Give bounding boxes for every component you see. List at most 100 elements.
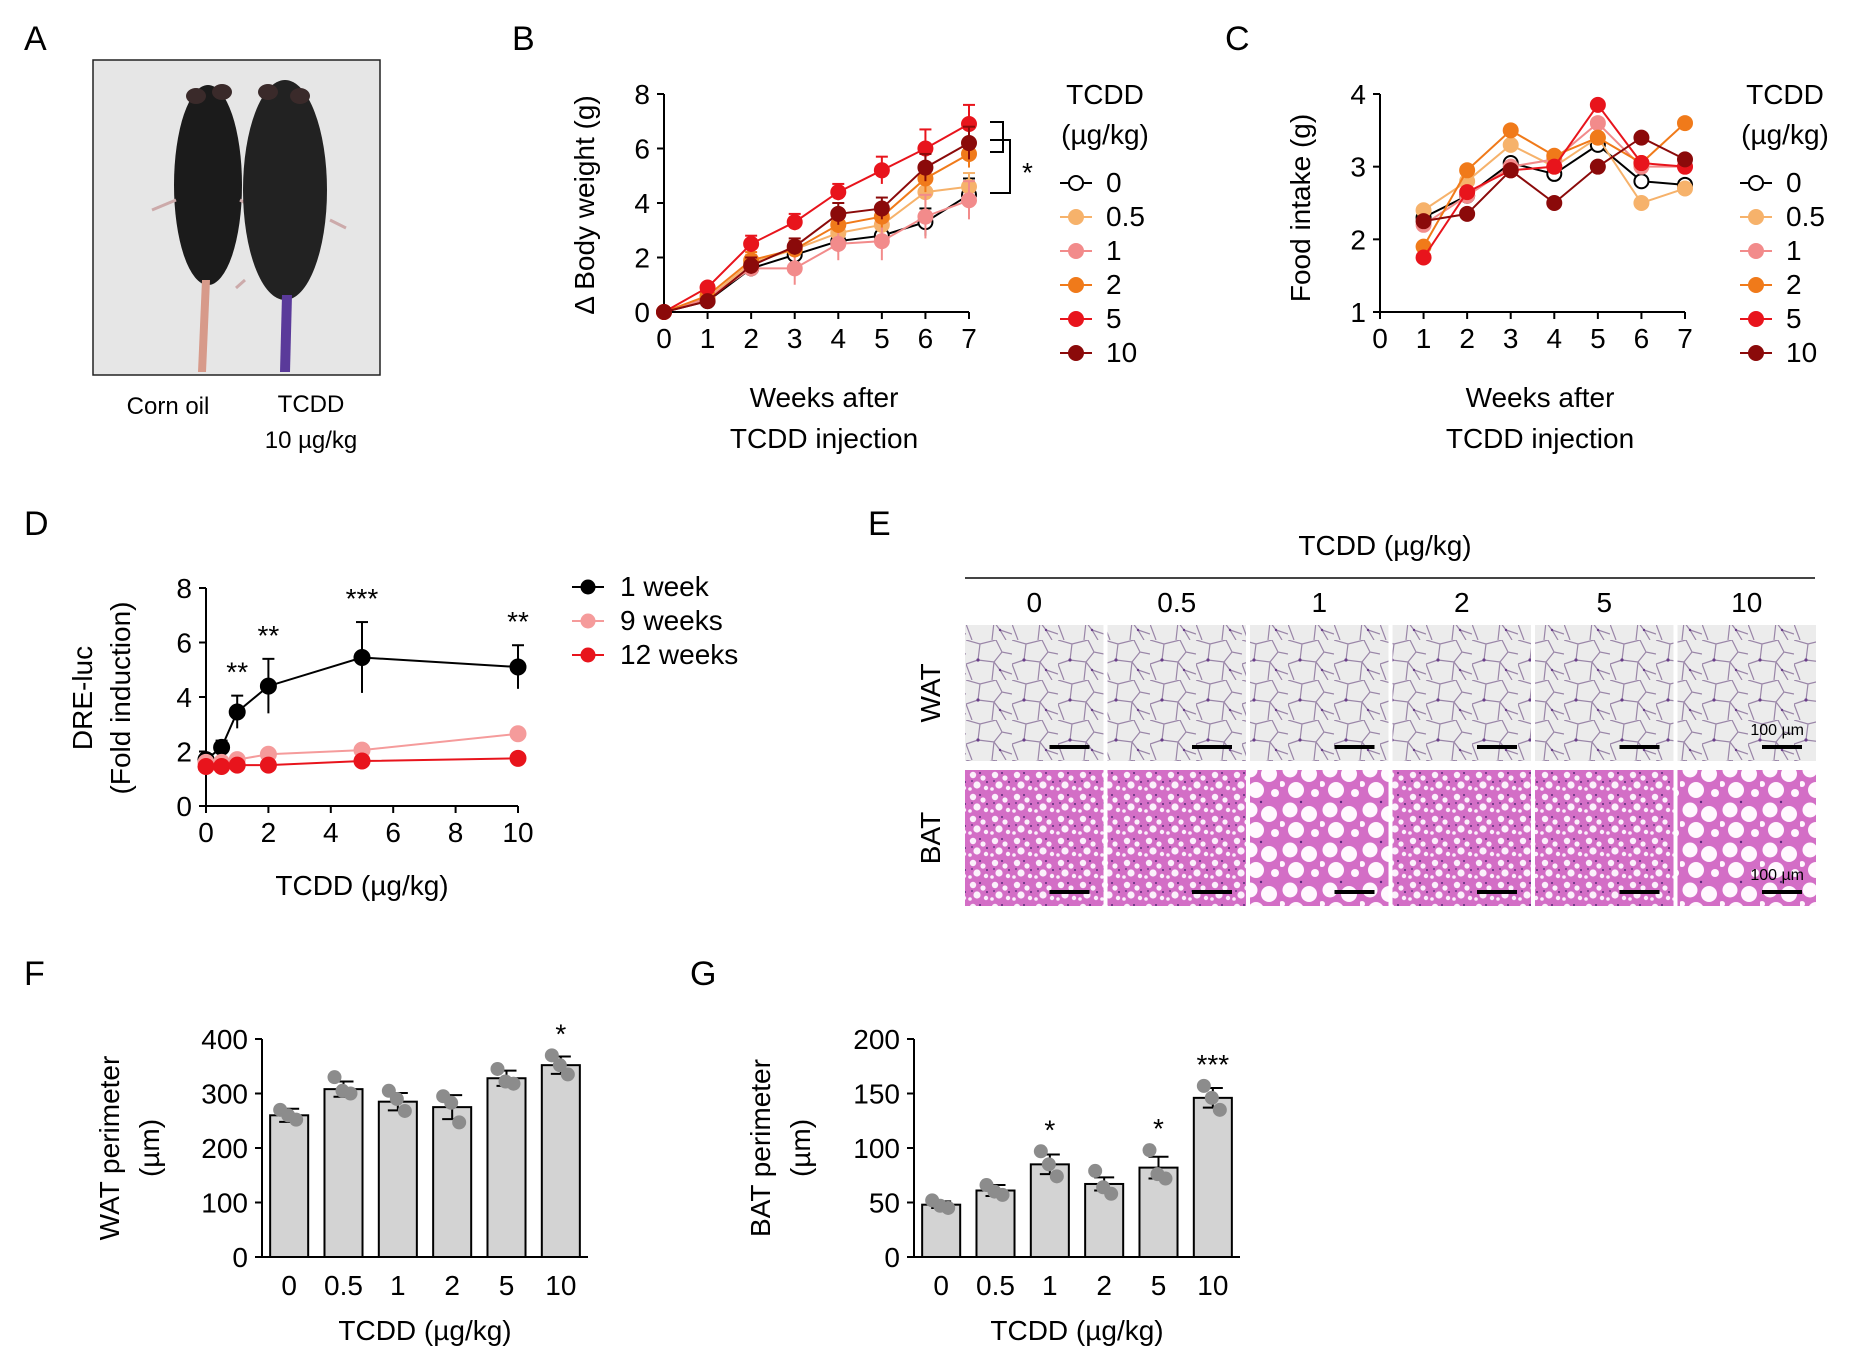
data-point	[1677, 180, 1693, 197]
legend-marker	[580, 647, 596, 663]
column-label-5: 5	[1596, 587, 1612, 618]
significance-marker: *	[1044, 1114, 1055, 1145]
y-tick-label: 2	[1350, 224, 1366, 255]
x-tick-label: 5	[1590, 323, 1606, 354]
x-tick-label: 10	[1197, 1270, 1228, 1301]
individual-point	[281, 1108, 296, 1123]
data-point	[1459, 205, 1476, 222]
data-point	[1546, 195, 1563, 211]
x-tick-label: 10	[502, 817, 533, 848]
data-point	[873, 200, 890, 217]
legend-label-4: 5	[1106, 303, 1122, 334]
individual-point	[444, 1095, 459, 1110]
y-tick-label: 0	[634, 297, 650, 328]
legend-marker	[1748, 277, 1764, 293]
individual-point	[490, 1061, 505, 1076]
data-point	[228, 756, 246, 774]
individual-point	[1041, 1157, 1056, 1172]
data-point	[1633, 129, 1650, 146]
individual-point	[1142, 1143, 1157, 1158]
legend-label-3: 2	[1106, 269, 1122, 300]
legend-label-0: 0	[1786, 167, 1802, 198]
chart-f-wat-perimeter: 0 100 200 300 400 0 0.5 1 2 5 10 * TCDD (µg/kg) WAT p…	[94, 1018, 588, 1346]
x-tick-label: 2	[444, 1270, 460, 1301]
data-point	[1589, 129, 1606, 146]
data-point	[1502, 122, 1519, 139]
data-point	[1589, 96, 1606, 113]
bar	[269, 1114, 310, 1259]
panel-label-c: C	[1225, 20, 1250, 58]
data-point	[961, 135, 977, 152]
individual-point	[335, 1083, 350, 1098]
legend-title-line1: TCDD	[1746, 79, 1824, 110]
data-point	[1502, 136, 1519, 153]
legend-marker	[1748, 345, 1764, 361]
data-point	[961, 192, 977, 209]
legend-label-2: 12 weeks	[620, 639, 738, 670]
legend-label-1: 0.5	[1786, 201, 1825, 232]
x-tick-label: 0.5	[976, 1270, 1015, 1301]
data-point	[228, 703, 246, 721]
data-point	[699, 293, 716, 310]
y-tick-label: 50	[869, 1188, 900, 1219]
data-point	[197, 757, 215, 775]
significance-marker: ***	[1196, 1049, 1229, 1080]
data-point	[213, 757, 231, 775]
series-line-5	[663, 123, 970, 313]
x-tick-label: 6	[1634, 323, 1650, 354]
data-point	[873, 233, 890, 250]
x-tick-label: 0	[933, 1270, 949, 1301]
x-axis-label-line1: Weeks after	[1466, 382, 1615, 413]
x-axis-label: TCDD (µg/kg)	[338, 1315, 511, 1346]
data-point	[699, 279, 716, 296]
histology-bat-tile	[1107, 770, 1246, 906]
legend-marker	[1748, 243, 1764, 259]
data-point	[1633, 195, 1650, 211]
legend-label-2: 1	[1786, 235, 1802, 266]
x-tick-label: 3	[1503, 323, 1519, 354]
data-point	[259, 677, 277, 695]
x-axis-label-line2: TCDD injection	[1446, 423, 1634, 454]
individual-point	[498, 1074, 513, 1089]
legend-label-5: 10	[1786, 337, 1817, 368]
data-point	[213, 738, 231, 756]
data-point	[830, 235, 847, 252]
data-point	[1633, 173, 1650, 190]
x-tick-label: 0.5	[324, 1270, 363, 1301]
x-tick-label: 4	[323, 817, 339, 848]
panel-e-histology: TCDD (µg/kg) 0 0.5 1 2 5 10 WAT BAT 100 µm 100 µm	[915, 530, 1816, 906]
x-tick-label: 8	[448, 817, 464, 848]
y-tick-label: 0	[232, 1242, 248, 1273]
scale-bar-label: 100 µm	[1750, 722, 1804, 739]
bar	[323, 1088, 364, 1259]
column-label-2: 2	[1454, 587, 1470, 618]
x-tick-label: 2	[743, 323, 759, 354]
legend-label-0: 0	[1106, 167, 1122, 198]
histology-wat-tile	[1107, 625, 1246, 761]
histology-wat-tile	[1535, 625, 1674, 761]
legend-label-0: 1 week	[620, 571, 710, 602]
legend-marker	[1068, 209, 1084, 225]
data-point	[830, 205, 847, 222]
data-point	[509, 658, 527, 676]
data-point	[1677, 115, 1693, 132]
legend-marker	[580, 579, 596, 595]
y-tick-label: 2	[634, 243, 650, 274]
y-tick-label: 150	[853, 1079, 900, 1110]
y-tick-label: 100	[853, 1133, 900, 1164]
panel-label-b: B	[512, 20, 535, 58]
y-tick-label: 1	[1350, 297, 1366, 328]
legend-label-1: 0.5	[1106, 201, 1145, 232]
x-tick-label: 1	[1416, 323, 1432, 354]
panel-a-photo	[92, 59, 381, 376]
panel-label-f: F	[24, 955, 45, 993]
y-tick-label: 400	[201, 1024, 248, 1055]
histology-bat-tile	[965, 770, 1104, 906]
data-point	[509, 725, 527, 743]
data-point	[1502, 162, 1519, 179]
y-tick-label: 0	[884, 1242, 900, 1273]
series-line-10	[663, 142, 970, 313]
